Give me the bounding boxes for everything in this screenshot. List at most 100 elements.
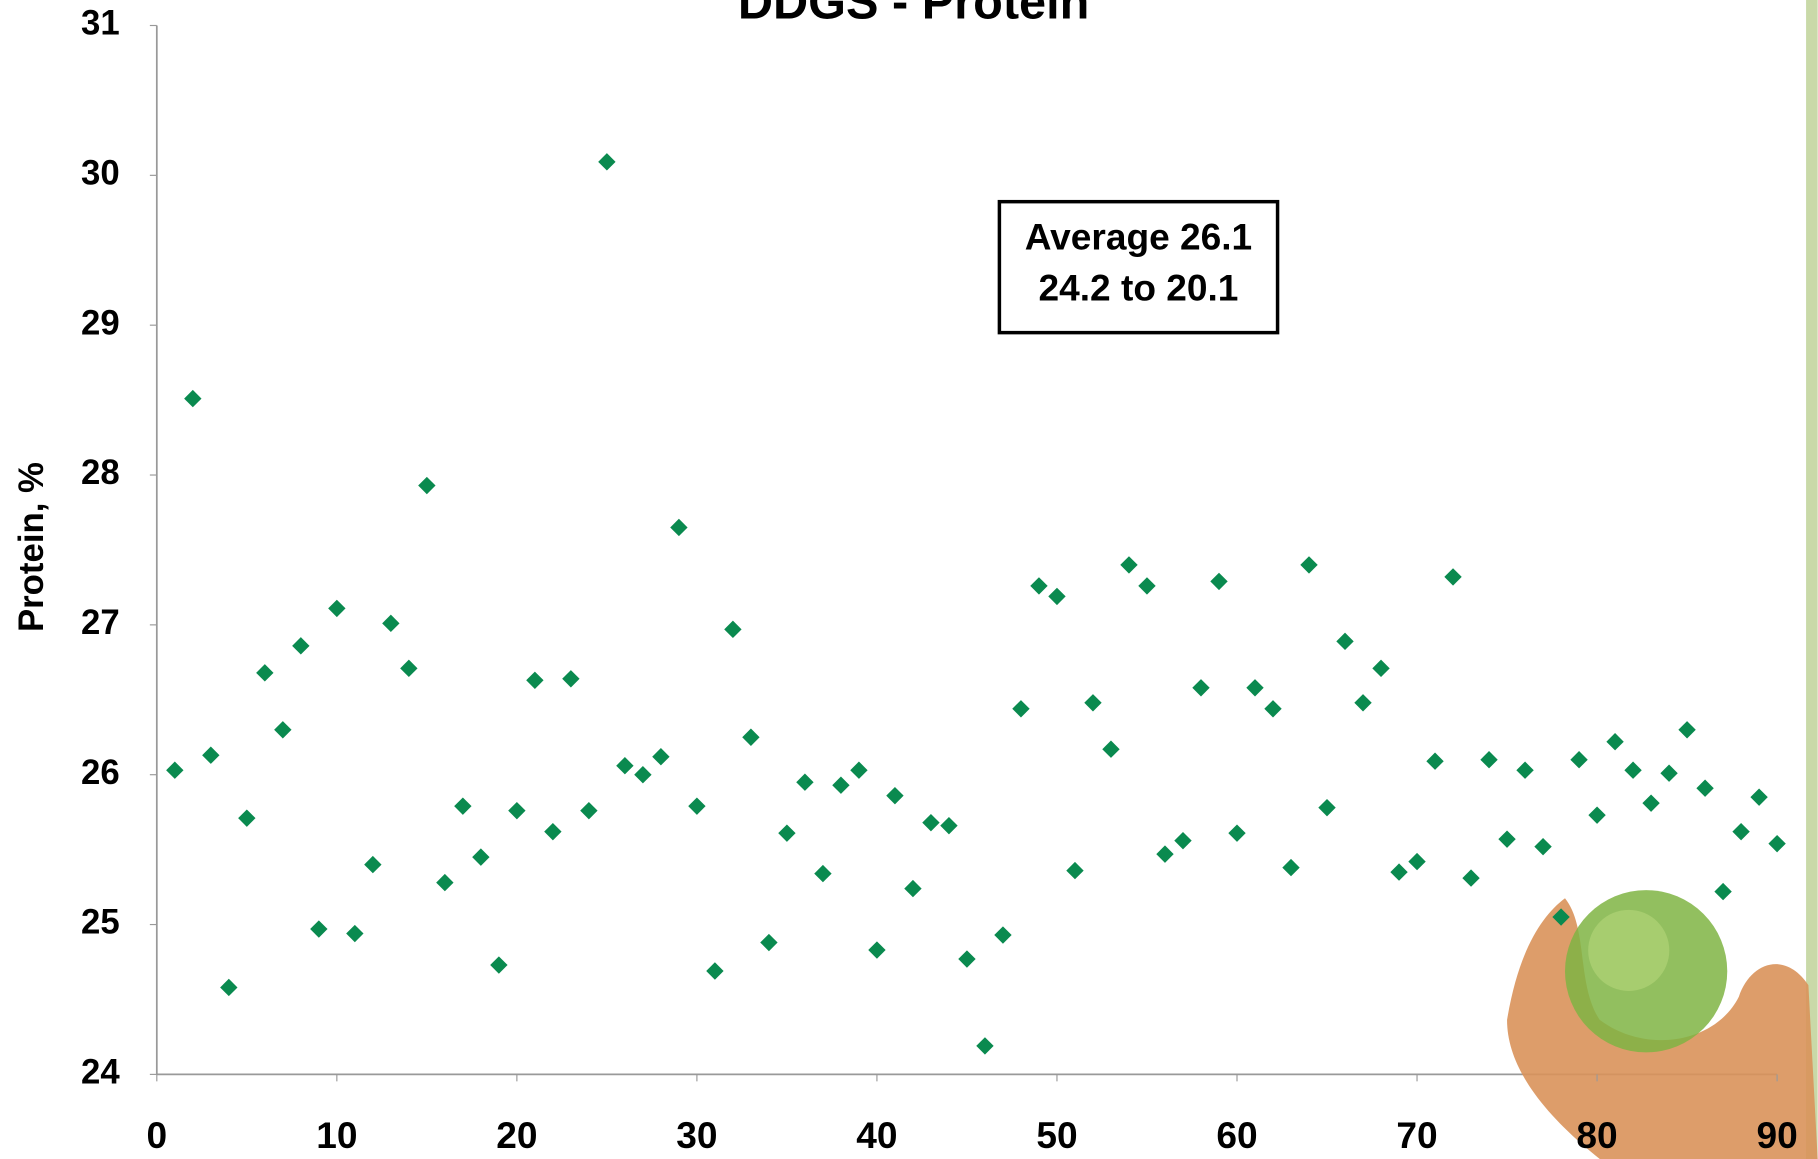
x-tick-label: 10	[316, 1114, 357, 1156]
data-point	[1102, 741, 1119, 758]
data-point	[1012, 700, 1029, 717]
data-point	[1606, 733, 1623, 750]
data-point	[436, 874, 453, 891]
data-point	[364, 856, 381, 873]
data-point	[1408, 853, 1425, 870]
data-point	[706, 962, 723, 979]
data-point	[1210, 573, 1227, 590]
data-point	[1732, 823, 1749, 840]
data-point	[1660, 765, 1677, 782]
data-point	[220, 979, 237, 996]
data-point	[1750, 788, 1767, 805]
data-point	[958, 950, 975, 967]
plot-area	[166, 153, 1786, 1054]
chart-title: DDGS - Protein	[738, 0, 1089, 30]
data-point	[1156, 845, 1173, 862]
data-point	[1048, 588, 1065, 605]
data-point	[1084, 694, 1101, 711]
data-point	[652, 748, 669, 765]
data-point	[238, 809, 255, 826]
data-point	[1696, 780, 1713, 797]
data-point	[184, 390, 201, 407]
data-point	[472, 848, 489, 865]
data-point	[832, 777, 849, 794]
data-point	[382, 615, 399, 632]
x-tick-label: 60	[1216, 1114, 1257, 1156]
data-point	[1228, 824, 1245, 841]
data-point	[1282, 859, 1299, 876]
data-point	[1336, 633, 1353, 650]
data-point	[670, 519, 687, 536]
data-point	[814, 865, 831, 882]
x-tick-label: 90	[1756, 1114, 1797, 1156]
data-point	[994, 926, 1011, 943]
data-point	[1498, 830, 1515, 847]
data-point	[598, 153, 615, 170]
data-point	[1534, 838, 1551, 855]
y-tick-label: 26	[81, 754, 120, 792]
data-point	[868, 941, 885, 958]
data-point	[310, 920, 327, 937]
data-point	[922, 814, 939, 831]
data-point	[1192, 679, 1209, 696]
annotation: 24.2 to 20.1	[1039, 267, 1239, 309]
data-point	[1264, 700, 1281, 717]
x-tick-label: 20	[496, 1114, 537, 1156]
data-point	[490, 956, 507, 973]
page: {"chart_data": {"type": "scatter", "titl…	[0, 0, 1818, 1159]
data-point	[256, 664, 273, 681]
data-point	[742, 729, 759, 746]
data-point	[850, 762, 867, 779]
data-point	[1426, 753, 1443, 770]
y-axis-label: Protein, %	[13, 462, 51, 632]
annotation: Average 26.1	[1025, 216, 1252, 258]
data-point	[418, 477, 435, 494]
data-point	[1390, 863, 1407, 880]
data-point	[1372, 660, 1389, 677]
x-tick-label: 40	[856, 1114, 897, 1156]
data-point	[1462, 869, 1479, 886]
y-tick-label: 30	[81, 155, 120, 193]
data-point	[688, 797, 705, 814]
y-tick-label: 27	[81, 604, 120, 642]
data-point	[724, 621, 741, 638]
data-point	[580, 802, 597, 819]
data-point	[400, 660, 417, 677]
y-tick-label: 24	[81, 1054, 120, 1092]
y-tick-label: 29	[81, 304, 120, 342]
data-point	[940, 817, 957, 834]
data-point	[328, 600, 345, 617]
data-point	[1120, 556, 1137, 573]
data-point	[1768, 835, 1785, 852]
data-point	[634, 766, 651, 783]
data-point	[1678, 721, 1695, 738]
data-point	[508, 802, 525, 819]
data-point	[454, 797, 471, 814]
data-point	[778, 824, 795, 841]
data-point	[292, 637, 309, 654]
data-point	[274, 721, 291, 738]
data-point	[346, 925, 363, 942]
data-point	[886, 787, 903, 804]
data-point	[544, 823, 561, 840]
data-point	[1480, 751, 1497, 768]
data-point	[1246, 679, 1263, 696]
data-point	[904, 880, 921, 897]
data-point	[1030, 577, 1047, 594]
data-point	[760, 934, 777, 951]
data-point	[1318, 799, 1335, 816]
chart: DDGS - Protein Protein, % Average 26.1 2…	[0, 0, 1818, 1159]
data-point	[1138, 577, 1155, 594]
x-tick-label: 30	[676, 1114, 717, 1156]
data-point	[202, 747, 219, 764]
data-point	[1714, 883, 1731, 900]
data-point	[1174, 832, 1191, 849]
data-point	[1300, 556, 1317, 573]
y-tick-label: 25	[81, 904, 120, 942]
x-tick-label: 80	[1576, 1114, 1617, 1156]
data-point	[1570, 751, 1587, 768]
data-point	[1444, 568, 1461, 585]
data-point	[1588, 806, 1605, 823]
y-tick-label: 28	[81, 454, 120, 492]
data-point	[616, 757, 633, 774]
